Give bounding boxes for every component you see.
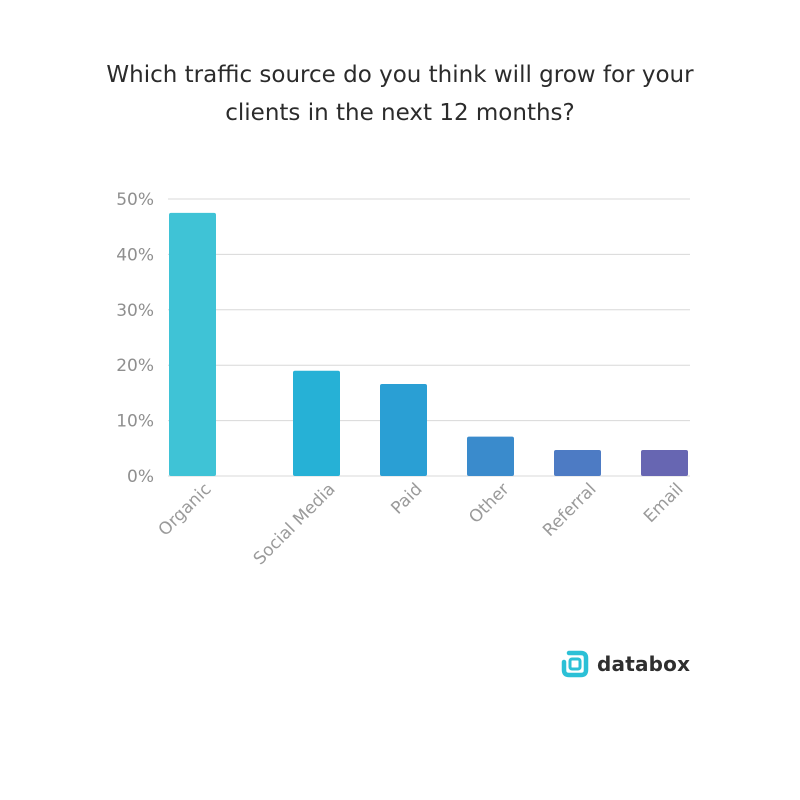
y-tick-label: 40%	[116, 245, 154, 265]
brand-logo: databox	[560, 649, 690, 679]
chart-title-line-1: Which traffic source do you think will g…	[106, 62, 694, 88]
y-tick-label: 10%	[116, 412, 154, 432]
bar	[554, 449, 601, 476]
x-tick-label: Organic	[155, 479, 216, 540]
x-tick-label: Paid	[387, 479, 426, 518]
bar	[169, 212, 216, 476]
y-tick-label: 50%	[116, 190, 154, 210]
chart-title: Which traffic source do you think will g…	[40, 56, 760, 132]
bar	[293, 370, 340, 476]
bar	[380, 384, 427, 476]
y-tick-label: 20%	[116, 356, 154, 376]
chart-title-line-2: clients in the next 12 months?	[225, 100, 575, 126]
x-tick-label: Referral	[539, 479, 600, 540]
x-tick-label: Other	[465, 479, 513, 527]
y-tick-label: 30%	[116, 301, 154, 321]
bar	[641, 449, 688, 476]
x-tick-label: Email	[640, 479, 687, 526]
brand-name: databox	[597, 652, 691, 676]
databox-logo-icon	[561, 650, 589, 678]
x-tick-label: Social Media	[250, 479, 340, 569]
bar	[467, 436, 514, 476]
y-tick-label: 0%	[127, 467, 154, 487]
